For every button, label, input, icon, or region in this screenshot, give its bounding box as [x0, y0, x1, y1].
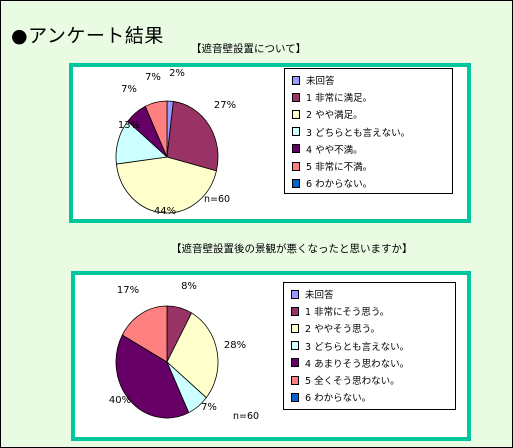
chart2-legend-item-2: 2 ややそう思う。 [291, 320, 380, 336]
chart2-legend-item-1: 1 非常にそう思う。 [291, 303, 389, 319]
chart2-data-label-1: 8% [181, 281, 197, 292]
chart1-slice-2 [115, 156, 217, 214]
chart1-panel: 2% 27% 44% 13% 7% 7% 未回答 1 非常に満足。 2 やや満足。 3 どちらと… [69, 63, 471, 223]
legend-label: 2 ややそう思う。 [305, 324, 380, 336]
chart1-slice-5 [144, 100, 168, 158]
legend-swatch [292, 92, 300, 102]
legend-swatch [292, 178, 300, 188]
chart2-slice-2 [166, 312, 219, 399]
chart1-legend-item-6: 6 わからない。 [292, 175, 372, 191]
chart2-legend-item-4: 4 あまりそう思わない。 [291, 355, 409, 371]
legend-label: 未回答 [306, 76, 335, 87]
legend-label: 未回答 [305, 290, 334, 301]
chart1-data-label-4: 7% [121, 84, 137, 95]
chart2-sample-size: n=60 [233, 411, 260, 422]
legend-swatch [291, 392, 299, 402]
legend-label: 5 全くそう思わない。 [305, 376, 400, 387]
chart1-slice-1 [166, 100, 219, 172]
legend-swatch [292, 127, 300, 137]
chart1-pie: 2% 27% 44% 13% 7% 7% [115, 68, 236, 217]
legend-swatch [291, 289, 299, 299]
page-heading: ●アンケート結果 [11, 25, 164, 47]
chart2-data-label-4: 40% [109, 395, 131, 406]
chart1-data-label-2: 44% [154, 206, 176, 217]
chart1-data-label-5: 7% [145, 72, 161, 83]
chart2-legend-item-0: 未回答 [291, 286, 334, 302]
legend-label: 1 非常にそう思う。 [305, 307, 390, 319]
chart2-data-label-5: 17% [117, 285, 139, 296]
legend-swatch [292, 75, 300, 85]
chart1-legend-item-3: 3 どちらとも言えない。 [292, 124, 410, 140]
chart1-legend-item-0: 未回答 [292, 72, 335, 88]
chart2-caption: 【遮音壁設置後の景観が悪くなったと思いますか】 [171, 243, 413, 255]
chart2-legend-item-6: 6 わからない。 [291, 389, 371, 405]
legend-swatch [292, 109, 300, 119]
chart1-legend-item-4: 4 やや不満。 [292, 141, 363, 157]
legend-swatch [291, 323, 299, 333]
legend-label: 6 わからない。 [306, 179, 373, 191]
legend-label: 2 やや満足。 [306, 110, 363, 122]
chart1-data-label-3: 13% [118, 120, 140, 131]
legend-swatch [291, 375, 299, 385]
chart1-legend-item-1: 1 非常に満足。 [292, 89, 372, 105]
chart2-legend-item-5: 5 全くそう思わない。 [291, 372, 400, 388]
chart2-panel: 8% 28% 7% 40% 17% 未回答 1 非常にそう思う。 2 ややそう思う。 3 どち… [71, 271, 471, 441]
chart1-legend-item-5: 5 非常に不満。 [292, 158, 372, 174]
chart2-data-label-2: 28% [224, 340, 246, 351]
chart2-slice-4 [115, 334, 190, 419]
chart1-legend: 未回答 1 非常に満足。 2 やや満足。 3 どちらとも言えない。 4 やや不満。 5 非… [284, 68, 453, 194]
chart1-sample-size: n=60 [204, 194, 231, 205]
chart1-legend-item-2: 2 やや満足。 [292, 106, 363, 122]
chart1-data-label-0: 2% [169, 68, 185, 79]
chart1-caption: 【遮音壁設置について】 [191, 43, 307, 55]
chart2-slice-5 [121, 305, 168, 363]
legend-swatch [291, 358, 299, 368]
chart2-data-label-3: 7% [201, 402, 217, 413]
legend-label: 5 非常に不満。 [306, 162, 373, 173]
legend-swatch [291, 306, 299, 316]
legend-label: 4 やや不満。 [306, 144, 363, 156]
chart2-legend: 未回答 1 非常にそう思う。 2 ややそう思う。 3 どちらとも言えない。 4 あまりそ… [283, 282, 456, 410]
legend-label: 3 どちらとも言えない。 [306, 127, 411, 139]
legend-swatch [291, 341, 299, 351]
legend-swatch [292, 161, 300, 171]
legend-label: 6 わからない。 [305, 393, 372, 405]
legend-label: 4 あまりそう思わない。 [305, 358, 410, 370]
legend-label: 1 非常に満足。 [306, 93, 373, 105]
chart2-legend-item-3: 3 どちらとも言えない。 [291, 338, 409, 354]
chart2-pie: 8% 28% 7% 40% 17% [109, 281, 246, 419]
legend-label: 3 どちらとも言えない。 [305, 341, 410, 353]
chart1-data-label-1: 27% [214, 100, 236, 111]
legend-swatch [292, 144, 300, 154]
